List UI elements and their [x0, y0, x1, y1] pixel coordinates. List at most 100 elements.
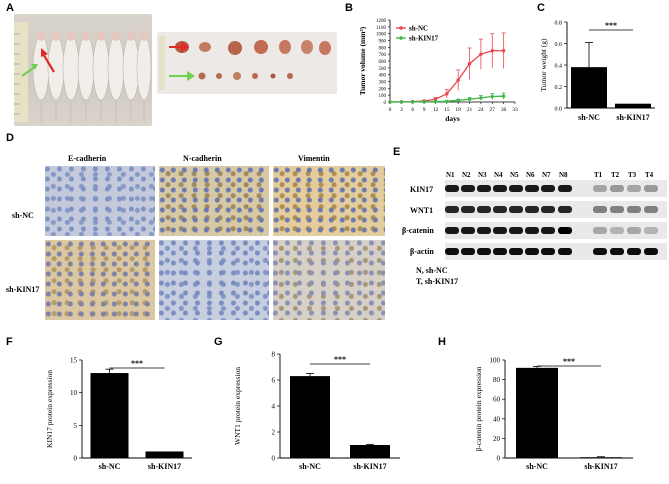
panel-letter-f: F [6, 336, 13, 348]
blot-band [558, 248, 572, 255]
blot-band [493, 248, 507, 255]
y-tick-label: 400 [379, 74, 387, 79]
mice-illustration [14, 22, 152, 122]
y-tick-label: 0 [497, 455, 501, 463]
y-tick-label: 1000 [376, 33, 387, 38]
blot-band [493, 227, 507, 234]
x-tick-label: 9 [423, 107, 426, 113]
blot-band [461, 206, 475, 213]
blot-lane-N3: N3 [478, 171, 487, 179]
significance-label: *** [605, 21, 617, 30]
y-tick-label: 700 [379, 53, 387, 58]
data-point [467, 97, 472, 101]
blot-lane-T3: T3 [628, 171, 637, 179]
y-tick-label: 6 [272, 377, 276, 385]
y-tick-label: 5 [74, 422, 78, 430]
y-axis-title: Tumor volume (mm³) [358, 26, 367, 95]
category-label: sh-KIN17 [148, 462, 181, 471]
blot-band [477, 185, 491, 192]
blot-band [461, 185, 475, 192]
ihc-col-vimentin: Vimentin [298, 154, 330, 163]
blot-band [644, 206, 658, 213]
blot-band [610, 185, 624, 192]
blot-band [627, 185, 641, 192]
wnt1-plot: 0 2 4 6 8 sh-NC sh-KIN17 *** WNT1 protein expres… [233, 351, 400, 471]
blot-lane-N4: N4 [494, 171, 503, 179]
x-tick-label: 30 [501, 107, 507, 113]
y-tick-label: 0 [74, 455, 78, 463]
x-tick-label: 18 [455, 107, 461, 113]
blot-band [558, 227, 572, 234]
blot-band [445, 227, 459, 234]
y-tick-label: 2 [272, 429, 276, 437]
y-tick-label: 80 [493, 376, 501, 384]
blot-lane-labels: N1 N2 N3 N4 N5 N6 N7 N8 T1 T2 T3 T4 [446, 171, 666, 183]
kin17-plot: 0 5 10 15 sh-NC sh-KIN17 *** KIN17 protein expr… [45, 357, 192, 471]
y-tick-label: 0.8 [555, 21, 563, 27]
panel-letter-c: C [537, 2, 545, 14]
y-tick-label: 0.2 [555, 85, 563, 91]
panel-letter-g: G [214, 336, 223, 348]
ihc-row-shkin17: sh-KIN17 [6, 285, 40, 294]
legend-marker [399, 36, 403, 40]
legend-label: sh-NC [409, 25, 428, 33]
beta-catenin-expression-chart: 0 20 40 60 80 100 sh-NC sh-KIN17 *** β-catenin pr… [474, 357, 633, 471]
y-tick-label: 40 [493, 415, 501, 423]
x-tick-label: 0 [389, 107, 392, 113]
blot-band [541, 185, 555, 192]
blot-band [627, 206, 641, 213]
y-tick-label: 8 [272, 351, 276, 359]
bar-sh-KIN17 [580, 457, 622, 458]
blot-band [525, 227, 539, 234]
blot-band [610, 206, 624, 213]
blot-band [610, 227, 624, 234]
blot-lane-N7: N7 [542, 171, 551, 179]
x-tick-label: 24 [478, 107, 484, 113]
data-point [422, 100, 426, 104]
data-point [490, 94, 494, 99]
category-label: sh-KIN17 [616, 113, 649, 122]
beta-catenin-plot: 0 20 40 60 80 100 sh-NC sh-KIN17 *** β-catenin pr… [474, 357, 633, 471]
blot-band [541, 248, 555, 255]
blot-band [541, 227, 555, 234]
blot-band [445, 248, 459, 255]
ihc-image-shnc-ecadherin [45, 166, 155, 236]
blot-row-wnt1: WNT1 [410, 206, 434, 215]
panel-letter-e: E [393, 146, 401, 158]
y-axis-title: KIN17 protein expression [45, 370, 54, 448]
y-tick-label: 60 [493, 396, 501, 404]
blot-band [627, 248, 641, 255]
y-tick-label: 10 [70, 389, 78, 397]
y-tick-label: 500 [379, 67, 387, 72]
blot-band [525, 185, 539, 192]
x-tick-label: 3 [400, 107, 403, 113]
bar-sh-NC [290, 376, 330, 458]
blot-band [525, 248, 539, 255]
y-axis-title: β-catenin protein expression [474, 366, 483, 451]
ihc-image-shkin17-vimentin [273, 240, 385, 320]
data-point [467, 62, 472, 66]
legend-label: sh-KIN17 [409, 35, 439, 43]
blot-band [461, 248, 475, 255]
blot-band [461, 227, 475, 234]
ihc-image-shkin17-ecadherin [45, 240, 155, 320]
blot-band [445, 206, 459, 213]
tumors-photo [157, 32, 337, 94]
y-tick-label: 1200 [376, 19, 387, 24]
y-tick-label: 20 [493, 435, 501, 443]
x-tick-label: 21 [467, 107, 473, 113]
blot-band [644, 248, 658, 255]
ihc-image-shkin17-ncadherin [159, 240, 269, 320]
tumors-illustration [159, 36, 331, 90]
category-label: sh-NC [526, 462, 548, 471]
y-tick-label: 0.4 [555, 64, 563, 70]
bar-sh-KIN17 [145, 451, 184, 458]
blot-lane-N1: N1 [446, 171, 455, 179]
blot-band [493, 185, 507, 192]
ihc-col-ecadherin: E-cadherin [68, 154, 107, 163]
bar-sh-NC [571, 67, 607, 108]
tumor-weight-plot: 0.0 0.2 0.4 0.6 0.8 sh-NC sh-KIN17 *** Tumor wei… [539, 21, 655, 122]
blot-lane-T2: T2 [611, 171, 620, 179]
blot-lane-N2: N2 [462, 171, 471, 179]
y-axis-title: WNT1 protein expression [233, 367, 242, 445]
